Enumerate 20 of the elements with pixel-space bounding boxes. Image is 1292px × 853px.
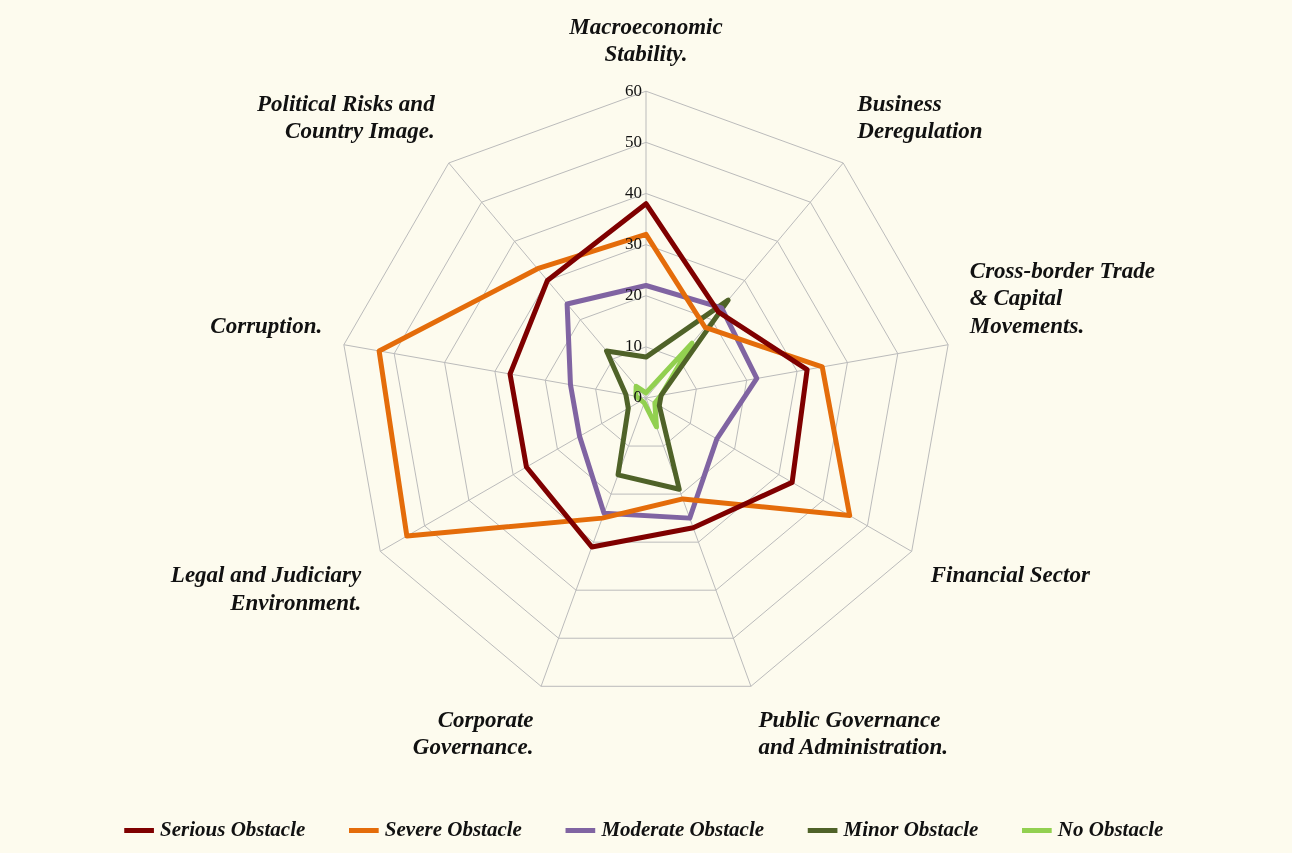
y-tick-label: 60 xyxy=(625,80,642,100)
spoke-label: Corporate Governance. xyxy=(412,706,534,760)
y-tick-label: 50 xyxy=(625,131,642,151)
legend-label: No Obstacle xyxy=(1056,816,1164,841)
y-tick-label: 20 xyxy=(625,285,642,305)
spoke-label: Financial Sector xyxy=(929,562,1091,588)
legend-label: Minor Obstacle xyxy=(842,816,979,841)
y-tick-label: 10 xyxy=(625,336,642,356)
spoke-label: Political Risks and Country Image. xyxy=(256,90,436,144)
legend-label: Severe Obstacle xyxy=(384,816,522,841)
legend-label: Serious Obstacle xyxy=(160,816,306,841)
y-tick-label: 30 xyxy=(625,234,642,254)
legend-label: Moderate Obstacle xyxy=(600,816,765,841)
spoke-label: Business Deregulation xyxy=(856,90,983,144)
spoke-label: Macroeconomic Stability. xyxy=(568,13,723,67)
spoke-label: Corruption. xyxy=(210,313,323,339)
spoke-label: Cross-border Trade & Capital Movements. xyxy=(968,257,1155,339)
spoke-label: Legal and Judiciary Environment. xyxy=(169,562,363,615)
y-tick-label: 40 xyxy=(625,182,642,202)
spoke-label: Public Governance and Administration. xyxy=(757,706,949,760)
